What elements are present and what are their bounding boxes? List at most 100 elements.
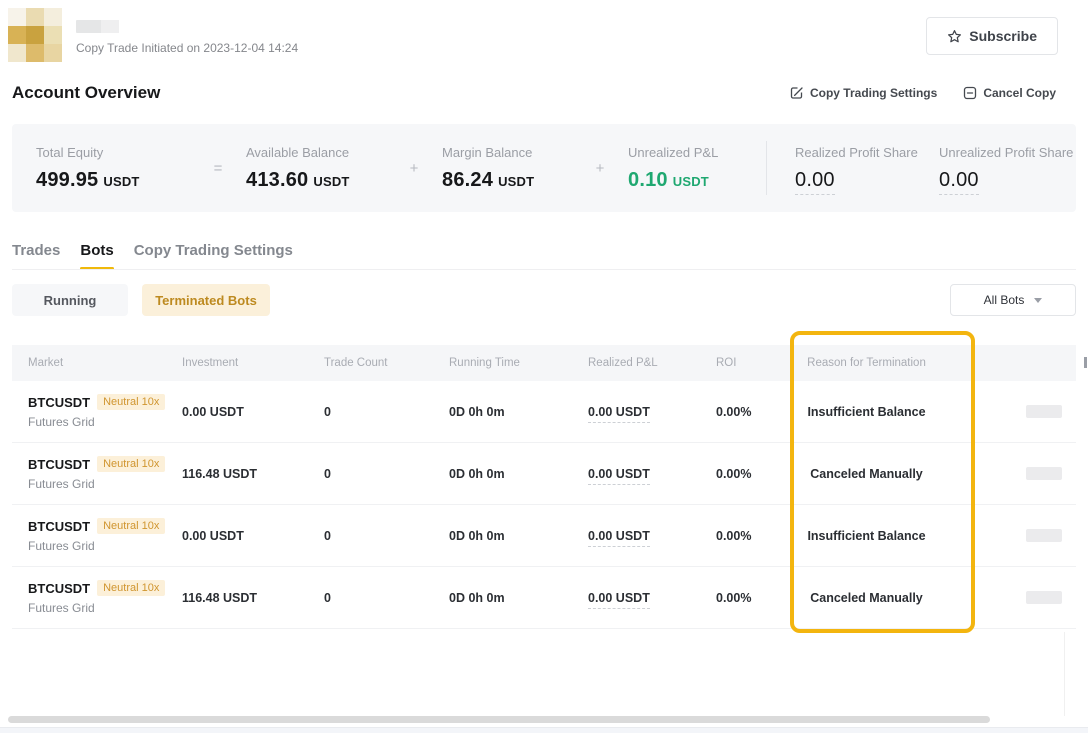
stats-divider: [766, 141, 767, 195]
trader-header: Copy Trade Initiated on 2023-12-04 14:24…: [8, 8, 1076, 68]
action-cell: [959, 405, 1076, 418]
running-time-cell: 0D 0h 0m: [449, 404, 505, 419]
stat-value: 0.00: [795, 168, 835, 195]
bot-type-label: Futures Grid: [28, 601, 95, 615]
running-time-cell: 0D 0h 0m: [449, 528, 505, 543]
tab-trades[interactable]: Trades: [12, 242, 61, 259]
leverage-badge: Neutral 10x: [97, 394, 166, 410]
subtab-terminated-bots[interactable]: Terminated Bots: [142, 284, 270, 316]
stat-label: Margin Balance: [442, 144, 533, 160]
stat-unit: USDT: [672, 173, 709, 189]
account-overview-header: Account Overview Copy Trading Settings: [12, 82, 1056, 104]
cancel-copy-button[interactable]: Cancel Copy: [963, 86, 1056, 100]
main-tabs: Trades Bots Copy Trading Settings: [12, 242, 293, 270]
roi-cell: 0.00%: [716, 404, 752, 419]
stat-available-balance: Available Balance 413.60 USDT: [246, 145, 386, 192]
right-edge-divider: [1064, 632, 1065, 716]
market-cell: BTCUSDT Neutral 10x Futures Grid: [12, 518, 170, 553]
tab-bots[interactable]: Bots: [80, 242, 115, 270]
col-running-time: Running Time: [449, 357, 520, 369]
cancel-copy-label: Cancel Copy: [983, 86, 1056, 100]
bots-subtabs: Running Terminated Bots All Bots: [12, 284, 1076, 316]
bot-type-label: Futures Grid: [28, 539, 95, 553]
termination-reason-cell: Canceled Manually: [810, 590, 923, 605]
redacted-action-link[interactable]: [1026, 405, 1062, 418]
stat-value: 0.10: [628, 168, 668, 191]
realized-pnl-cell: 0.00 USDT: [588, 466, 650, 485]
redacted-trader-name: [76, 20, 119, 33]
redacted-action-link[interactable]: [1026, 529, 1062, 542]
leverage-badge: Neutral 10x: [97, 456, 166, 472]
market-symbol: BTCUSDT: [28, 518, 91, 534]
horizontal-scrollbar-thumb[interactable]: [8, 716, 990, 723]
col-reason-for-termination: Reason for Termination: [807, 357, 926, 369]
stat-label: Unrealized P&L: [628, 144, 719, 160]
roi-cell: 0.00%: [716, 590, 752, 605]
subtab-running[interactable]: Running: [12, 284, 128, 316]
clipped-column-header-edge: [1084, 357, 1087, 368]
table-row: BTCUSDT Neutral 10x Futures Grid 116.48 …: [12, 567, 1076, 629]
stat-unit: USDT: [313, 173, 350, 189]
investment-cell: 116.48 USDT: [182, 590, 258, 605]
leverage-badge: Neutral 10x: [97, 580, 166, 596]
col-realized-pnl: Realized P&L: [588, 357, 658, 369]
redacted-action-link[interactable]: [1026, 591, 1062, 604]
market-cell: BTCUSDT Neutral 10x Futures Grid: [12, 580, 170, 615]
subscribe-label: Subscribe: [969, 28, 1037, 44]
stat-label: Realized Profit Share: [795, 144, 918, 160]
table-row: BTCUSDT Neutral 10x Futures Grid 0.00 US…: [12, 505, 1076, 567]
col-market: Market: [28, 357, 64, 369]
redacted-avatar: [8, 8, 62, 62]
overview-actions: Copy Trading Settings Cancel Copy: [790, 86, 1056, 100]
realized-pnl-cell: 0.00 USDT: [588, 404, 650, 423]
roi-cell: 0.00%: [716, 528, 752, 543]
stat-label: Available Balance: [246, 144, 350, 160]
stat-unit: USDT: [498, 173, 535, 189]
table-header: Market Investment Trade Count Running Ti…: [12, 345, 1076, 381]
equals-operator: =: [213, 159, 223, 177]
running-time-cell: 0D 0h 0m: [449, 590, 505, 605]
stat-value: 86.24: [442, 168, 494, 191]
terminated-bots-table: Market Investment Trade Count Running Ti…: [12, 345, 1076, 629]
termination-reason-cell: Insufficient Balance: [807, 528, 926, 543]
page-title: Account Overview: [12, 83, 161, 102]
market-cell: BTCUSDT Neutral 10x Futures Grid: [12, 394, 170, 429]
plus-operator: +: [595, 159, 605, 177]
bot-type-label: Futures Grid: [28, 415, 95, 429]
tabs-divider: [12, 269, 1076, 270]
stat-unrealized-profit-share: Unrealized Profit Share 0.00: [939, 144, 1074, 195]
col-trade-count: Trade Count: [324, 357, 388, 369]
table-row: BTCUSDT Neutral 10x Futures Grid 0.00 US…: [12, 381, 1076, 443]
roi-cell: 0.00%: [716, 466, 752, 481]
stat-margin-balance: Margin Balance 86.24 USDT: [442, 145, 572, 192]
stat-label: Total Equity: [36, 144, 104, 160]
investment-cell: 0.00 USDT: [182, 528, 244, 543]
trade-count-cell: 0: [324, 466, 331, 481]
stat-value: 499.95: [36, 168, 99, 191]
account-stats-panel: Total Equity 499.95 USDT = Available Bala…: [12, 124, 1076, 212]
star-icon: [947, 29, 962, 44]
redacted-action-link[interactable]: [1026, 467, 1062, 480]
stat-value: 0.00: [939, 168, 979, 195]
trade-count-cell: 0: [324, 528, 331, 543]
filter-selected-value: All Bots: [983, 293, 1025, 307]
bots-filter-dropdown[interactable]: All Bots: [950, 284, 1076, 316]
bot-type-label: Futures Grid: [28, 477, 95, 491]
stat-total-equity: Total Equity 499.95 USDT: [36, 145, 190, 192]
running-time-cell: 0D 0h 0m: [449, 466, 505, 481]
pencil-square-icon: [790, 86, 804, 100]
subscribe-button[interactable]: Subscribe: [926, 17, 1058, 55]
action-cell: [959, 529, 1076, 542]
stat-realized-profit-share: Realized Profit Share 0.00: [795, 144, 939, 195]
stat-label: Unrealized Profit Share: [939, 144, 1074, 160]
col-roi: ROI: [716, 357, 737, 369]
termination-reason-cell: Canceled Manually: [810, 466, 923, 481]
copy-trading-settings-button[interactable]: Copy Trading Settings: [790, 86, 937, 100]
termination-reason-cell: Insufficient Balance: [807, 404, 926, 419]
stat-unrealized-pnl: Unrealized P&L 0.10 USDT: [628, 145, 740, 192]
market-symbol: BTCUSDT: [28, 394, 91, 410]
stat-unit: USDT: [103, 173, 140, 189]
investment-cell: 116.48 USDT: [182, 466, 258, 481]
tab-copy-trading-settings[interactable]: Copy Trading Settings: [133, 242, 293, 259]
